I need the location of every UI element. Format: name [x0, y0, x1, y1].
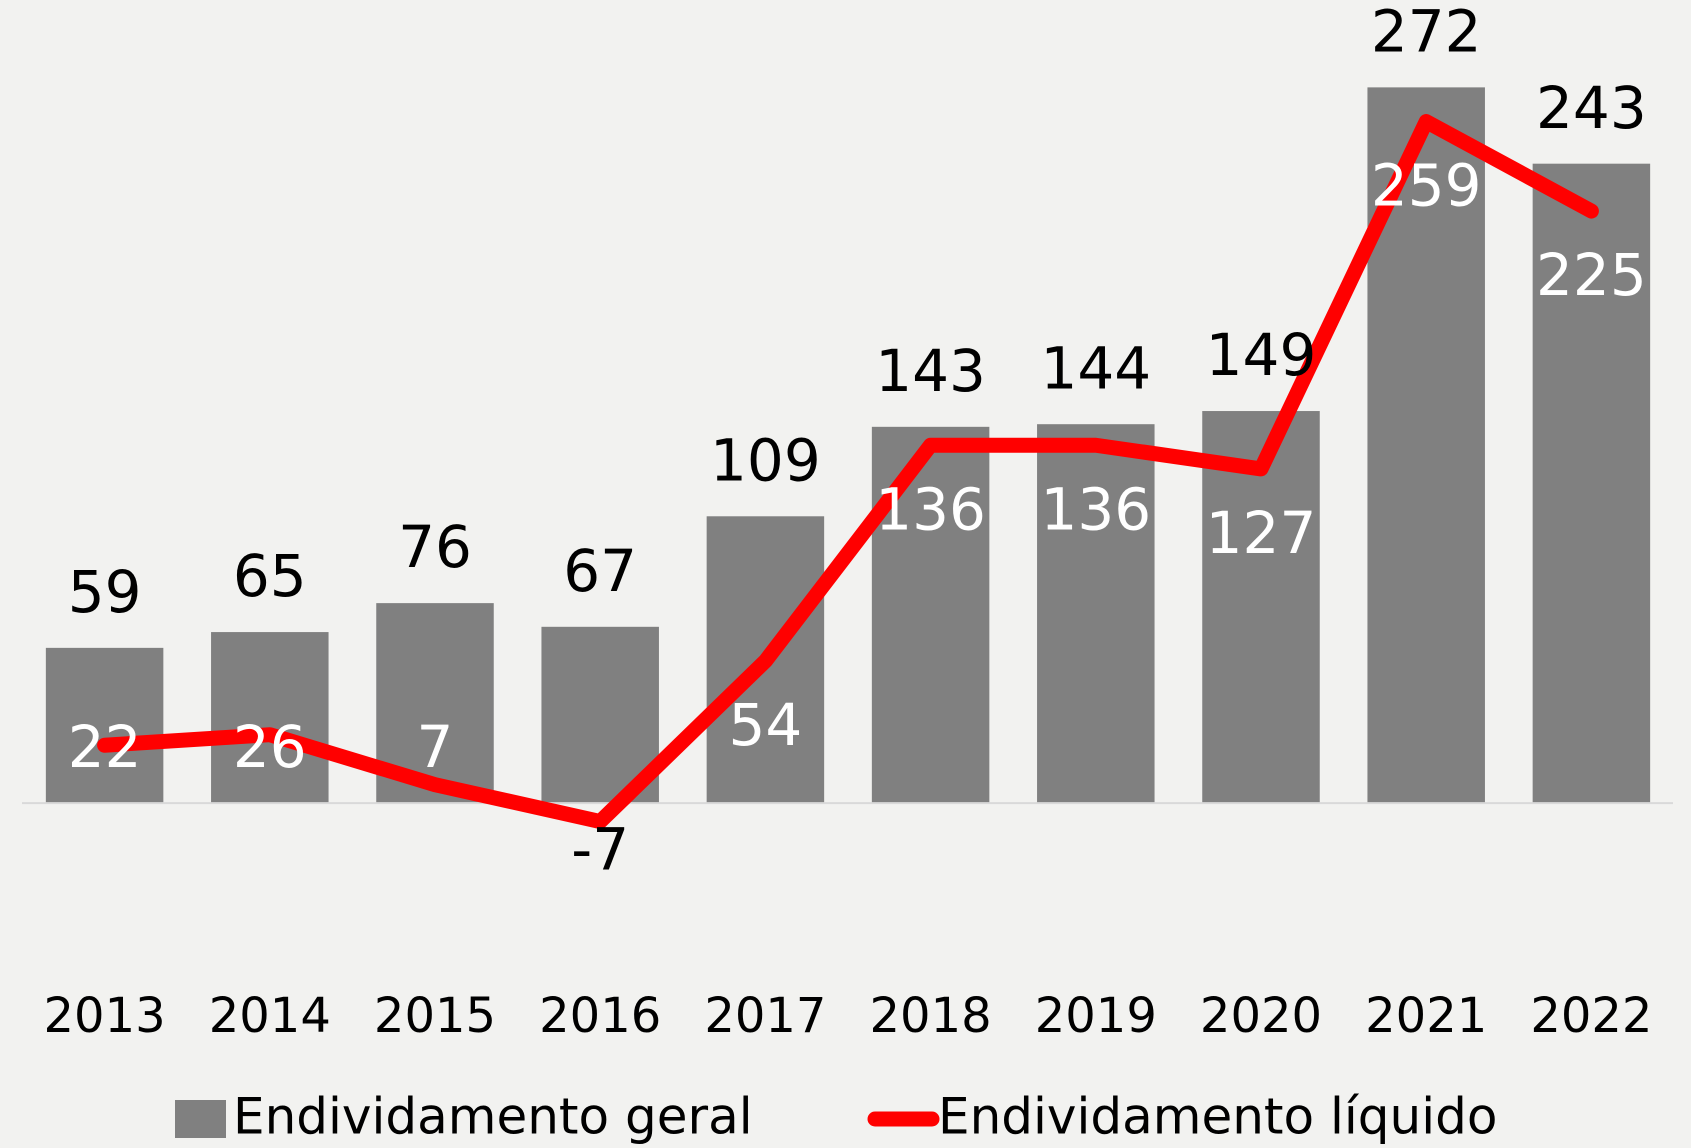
line-label: 225 [1536, 241, 1647, 309]
bar [211, 632, 329, 804]
x-tick-label: 2017 [704, 988, 826, 1044]
legend-label: Endividamento líquido [938, 1088, 1497, 1146]
bar-label: 109 [710, 426, 821, 494]
x-tick-label: 2013 [44, 988, 166, 1044]
x-tick-label: 2018 [870, 988, 992, 1044]
line-label: 127 [1206, 499, 1317, 567]
line-label: -7 [571, 816, 629, 884]
bar [1532, 163, 1651, 804]
bar-label: 243 [1536, 74, 1647, 142]
bar-label: 272 [1371, 0, 1482, 65]
x-tick-label: 2019 [1035, 988, 1157, 1044]
bar [45, 647, 164, 804]
legend-label: Endividamento geral [233, 1088, 753, 1146]
line-label: 136 [1040, 475, 1151, 543]
line-label: 54 [728, 691, 802, 759]
line-label: 22 [68, 713, 142, 781]
x-tick-label: 2022 [1530, 988, 1652, 1044]
bar-label: 67 [563, 537, 637, 605]
bar-label: 76 [398, 513, 472, 581]
bar-label: 59 [68, 558, 142, 626]
legend-swatch [175, 1100, 226, 1138]
bar-label: 149 [1206, 321, 1317, 389]
x-tick-label: 2015 [374, 988, 496, 1044]
x-tick-label: 2014 [209, 988, 331, 1044]
x-tick-label: 2016 [539, 988, 661, 1044]
x-tick-label: 2020 [1200, 988, 1322, 1044]
bar-label: 65 [233, 542, 307, 610]
line-label: 259 [1371, 152, 1482, 220]
x-tick-label: 2021 [1365, 988, 1487, 1044]
line-label: 136 [875, 475, 986, 543]
line-label: 7 [417, 713, 454, 781]
bar [1037, 424, 1155, 804]
line-label: 26 [233, 713, 307, 781]
bar-label: 143 [875, 337, 986, 405]
bar-label: 144 [1040, 334, 1151, 402]
line [97, 114, 1599, 830]
